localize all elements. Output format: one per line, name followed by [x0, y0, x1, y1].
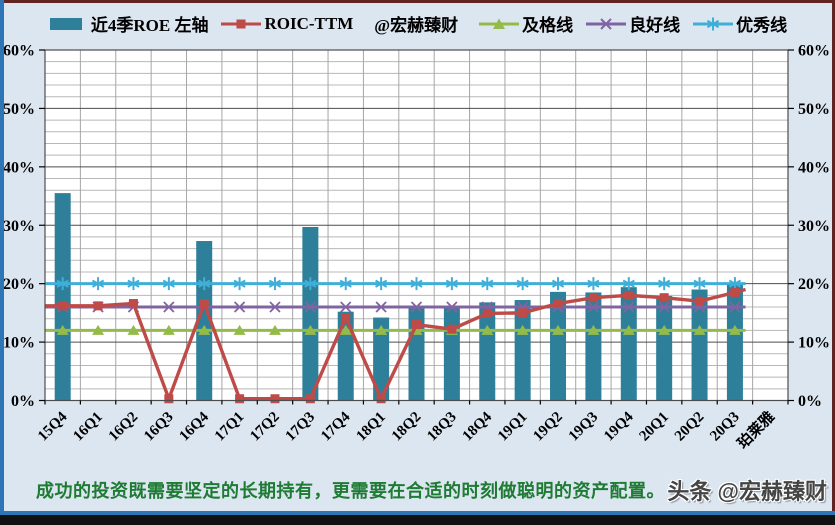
roe-bar: [726, 284, 743, 401]
legend: 近4季ROE 左轴 ROIC-TTM @宏赫臻财 及格线 良好线 优秀线: [40, 11, 795, 36]
x-axis-label: 18Q4: [460, 409, 496, 445]
chart-plot: 0% 0% 10% 10% 20% 20% 30% 30% 40% 40% 50% 50% 60% 60%…: [3, 43, 830, 453]
roic-marker: [412, 320, 421, 330]
x-axis-label: 18Q2: [389, 409, 424, 444]
roe-bar: [620, 287, 637, 401]
roic-marker: [730, 287, 740, 297]
legend-item-roic: ROIC-TTM: [221, 14, 353, 34]
legend-label-roic: ROIC-TTM: [264, 13, 354, 33]
roe-bar: [656, 295, 673, 401]
roic-marker: [58, 301, 68, 311]
x-axis-label: 18Q3: [424, 409, 459, 444]
x-axis-label: 17Q3: [283, 409, 318, 444]
x-axis-label: 16Q4: [177, 409, 213, 445]
roe-bar: [373, 317, 390, 401]
x-axis-label: 17Q1: [212, 409, 247, 444]
pass-line-swatch-icon: [479, 16, 520, 32]
frame-top-border: [0, 0, 835, 3]
roe-bar: [54, 193, 71, 401]
y-axis-left-label: 10%: [3, 335, 35, 352]
y-axis-left-label: 60%: [3, 43, 35, 60]
legend-label-pass: 及格线: [522, 16, 574, 35]
legend-watermark-label: @宏赫臻财: [374, 16, 459, 35]
excellent-line-swatch-icon: [693, 16, 734, 32]
y-axis-right-label: 10%: [798, 335, 830, 352]
roic-marker: [518, 308, 528, 318]
x-axis-label: 19Q2: [530, 409, 565, 444]
legend-label-good: 良好线: [629, 16, 681, 35]
x-axis-label: 16Q3: [141, 409, 176, 444]
y-axis-right-label: 50%: [798, 101, 830, 118]
roic-marker: [588, 293, 598, 303]
legend-item-good-line: 良好线: [586, 11, 680, 36]
legend-label-roe: 近4季ROE 左轴: [90, 16, 209, 35]
roe-bar: [443, 305, 460, 401]
legend-item-pass-line: 及格线: [479, 11, 573, 36]
roic-marker: [447, 324, 457, 334]
roe-bar: [479, 302, 496, 401]
roic-marker: [93, 301, 103, 311]
x-axis-label: 17Q4: [318, 409, 354, 445]
frame-left-border: [0, 0, 4, 515]
y-axis-right-label: 20%: [798, 276, 830, 293]
legend-label-excellent: 优秀线: [736, 16, 788, 35]
x-axis-label: 15Q4: [35, 409, 71, 445]
footer: 成功的投资既需要坚定的长期持有，更需要在合适的时刻做聪明的资产配置。 头条 @宏…: [36, 472, 827, 508]
roic-marker: [553, 299, 563, 309]
roic-marker: [482, 308, 492, 318]
x-axis-label: 20Q1: [637, 409, 672, 444]
roe-bars: [54, 193, 743, 401]
y-axis-left-label: 30%: [3, 218, 35, 235]
y-axis-left-label: 50%: [3, 101, 35, 118]
roic-marker: [624, 290, 634, 300]
y-axis-right-label: 30%: [798, 218, 830, 235]
roic-marker: [659, 293, 669, 303]
y-axis-left-label: 40%: [3, 159, 35, 176]
roic-line-swatch-icon: [221, 16, 262, 32]
y-axis-left-label: 20%: [3, 276, 35, 293]
frame-bottom-line: [0, 511, 835, 515]
roic-marker: [235, 394, 245, 404]
roic-marker: [341, 313, 351, 323]
frame-bottom-strip: [0, 515, 835, 525]
y-axis-right-label: 0%: [798, 393, 822, 410]
y-axis-left-label: 0%: [11, 393, 35, 410]
legend-item-roe: 近4季ROE 左轴: [48, 11, 209, 36]
roic-marker: [695, 296, 705, 306]
roe-bar-swatch-icon: [48, 16, 88, 32]
x-axis-label: 19Q3: [566, 409, 601, 444]
roe-bar: [514, 300, 531, 401]
x-axis-label: 17Q2: [247, 409, 282, 444]
roe-bar: [302, 227, 319, 401]
roic-ttm-line: [45, 287, 746, 404]
legend-watermark: @宏赫臻财: [366, 11, 466, 36]
roic-marker: [376, 394, 386, 404]
good-line-swatch-icon: [586, 16, 627, 32]
y-axis-right-label: 60%: [798, 43, 830, 60]
footer-quote: 成功的投资既需要坚定的长期持有，更需要在合适的时刻做聪明的资产配置。: [36, 481, 665, 501]
x-axis-label: 20Q2: [672, 409, 707, 444]
roe-bar: [691, 289, 708, 401]
roe-bar: [550, 291, 567, 401]
roic-marker: [305, 394, 315, 404]
roic-marker: [199, 299, 209, 309]
x-axis-label: 19Q1: [495, 409, 530, 444]
x-axis-label: 16Q1: [70, 409, 105, 444]
frame-right-border: [832, 0, 835, 515]
x-axis-label: 16Q2: [106, 409, 141, 444]
roic-marker: [128, 299, 138, 309]
roic-marker: [164, 394, 174, 404]
x-axis-label: 18Q1: [353, 409, 388, 444]
x-axis-label: 珀莱雅: [734, 408, 779, 453]
roe-bar: [585, 292, 602, 401]
y-axis-right-label: 40%: [798, 159, 830, 176]
footer-watermark: 头条 @宏赫臻财: [667, 479, 827, 504]
roic-marker: [270, 394, 280, 404]
legend-item-excellent-line: 优秀线: [693, 11, 787, 36]
x-axis-label: 19Q4: [601, 409, 637, 445]
